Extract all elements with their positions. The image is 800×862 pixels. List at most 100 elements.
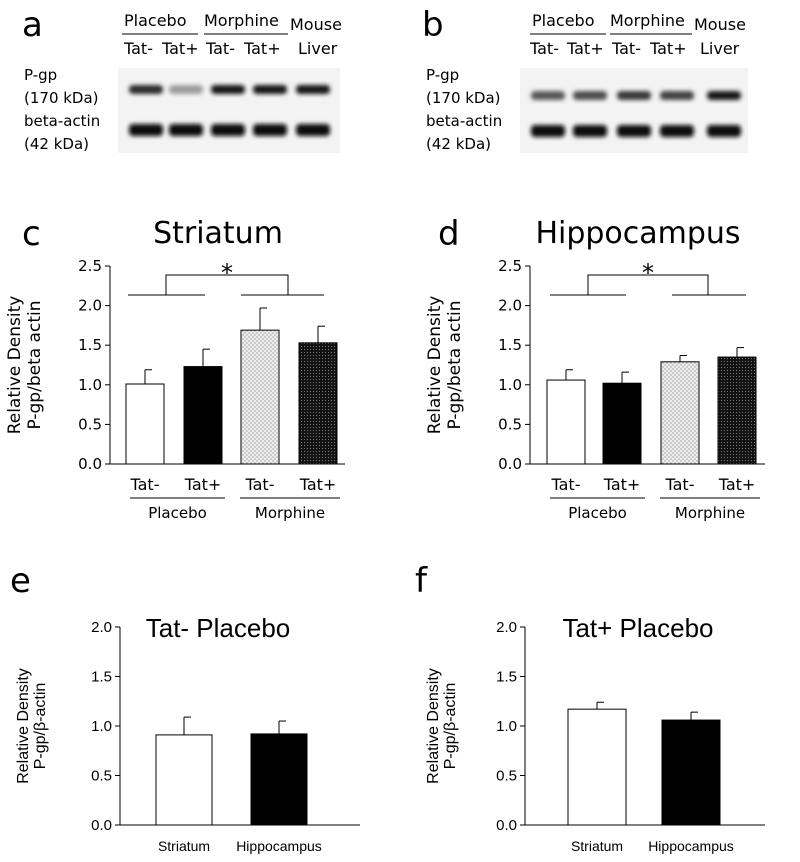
blot-band [169, 85, 203, 94]
y-tick-label: 0.5 [498, 415, 522, 433]
group-label: Morphine [675, 504, 745, 522]
y-tick-label: 0.0 [496, 817, 517, 834]
y-tick-label: 2.0 [498, 297, 522, 315]
panel-letter-c: c [22, 214, 41, 254]
x-tick-label: Striatum [571, 838, 623, 854]
x-tick-label: Tat+ [718, 475, 756, 494]
x-tick-label: Striatum [158, 838, 210, 854]
blot-band [296, 124, 330, 136]
panel-letter-e: e [10, 561, 31, 601]
blot-band [617, 91, 651, 100]
bar [717, 356, 757, 465]
bar [567, 708, 627, 826]
x-tick-label: Tat+ [603, 475, 641, 494]
y-tick-label: 1.5 [78, 336, 102, 354]
blot-band [573, 125, 607, 137]
blot-membrane [520, 68, 748, 153]
blot-lane-label: Tat- [205, 39, 235, 58]
significance-bracket [128, 274, 324, 296]
chart-striatum: Striatum Relative Density P-gp/beta actin 0… [5, 216, 345, 522]
blot-band [211, 85, 245, 94]
blot-lane-label: Tat+ [649, 39, 687, 58]
y-tick-label: 2.0 [496, 619, 517, 636]
chart-title: Tat- Placebo [146, 613, 291, 643]
significance-bracket [550, 274, 746, 296]
y-tick-label: 2.0 [78, 297, 102, 315]
blot-band-label: P-gp [24, 66, 57, 84]
bar [661, 719, 721, 826]
x-tick-label: Hippocampus [648, 838, 734, 854]
y-tick-label: 1.0 [498, 376, 522, 394]
y-tick-label: 0.0 [91, 817, 112, 834]
bar [602, 382, 642, 465]
blot-band [253, 85, 287, 94]
y-tick-label: 1.5 [496, 669, 517, 686]
x-tick-label: Tat- [551, 475, 581, 494]
y-tick-label: 0.5 [496, 768, 517, 785]
blot-band [707, 125, 741, 137]
blot-group-label-morphine: Morphine [610, 11, 685, 30]
blot-membrane [118, 68, 340, 153]
panel-letter-a: a [22, 5, 43, 45]
significance-star: * [642, 259, 654, 287]
y-tick-label: 2.5 [498, 257, 522, 275]
y-tick-label: 2.5 [78, 257, 102, 275]
y-tick-label: 0.0 [498, 455, 522, 473]
blot-band-label: (170 kDa) [24, 89, 99, 107]
blot-band [211, 124, 245, 136]
x-tick-label: Tat+ [184, 475, 222, 494]
blot-band [660, 91, 694, 100]
x-tick-label: Tat- [665, 475, 695, 494]
chart-hippocampus: Hippocampus Relative Density P-gp/beta act… [425, 216, 765, 522]
blot-band [707, 91, 741, 100]
blot-bands [129, 85, 330, 136]
blot-band [253, 124, 287, 136]
bar [298, 342, 338, 465]
blot-group-label-morphine: Morphine [204, 11, 279, 30]
blot-lane-label-mouse: Mouse [290, 15, 342, 34]
blot-band [660, 125, 694, 137]
y-axis-label: P-gp/β-actin [442, 683, 459, 770]
bar [546, 379, 586, 465]
blot-group-label-placebo: Placebo [124, 11, 186, 30]
panel-letter-f: f [415, 561, 428, 601]
blot-lane-label: Tat+ [566, 39, 604, 58]
chart-tat-minus-placebo: Tat- Placebo Relative Density P-gp/β-actin… [15, 613, 360, 854]
blot-band-label: beta-actin [24, 112, 100, 130]
blot-band [531, 91, 565, 100]
blot-band [573, 91, 607, 100]
panel-letter-d: d [438, 214, 460, 254]
blot-band-label: P-gp [426, 66, 459, 84]
blot-lane-label: Tat+ [243, 39, 281, 58]
y-axis-label: Relative Density [425, 668, 442, 784]
blot-lane-label: Tat+ [161, 39, 199, 58]
x-tick-label: Hippocampus [236, 838, 322, 854]
chart-title: Striatum [153, 216, 283, 251]
blot-bands [531, 91, 741, 137]
y-axis-label: Relative Density [15, 668, 32, 784]
bar [155, 734, 213, 826]
x-tick-label: Tat- [130, 475, 160, 494]
blot-band [129, 124, 163, 136]
y-tick-label: 1.5 [91, 669, 112, 686]
blot-band-label: beta-actin [426, 112, 502, 130]
blot-band-label: (42 kDa) [24, 135, 89, 153]
y-axis-label: P-gp/β-actin [32, 683, 49, 770]
blot-lane-label-liver: Liver [298, 39, 338, 58]
blot-band [617, 125, 651, 137]
blot-band-label: (42 kDa) [426, 135, 491, 153]
x-tick-label: Tat- [245, 475, 275, 494]
bar [183, 366, 223, 465]
bar [240, 329, 280, 465]
y-tick-label: 2.0 [91, 619, 112, 636]
y-tick-label: 1.5 [498, 336, 522, 354]
bar [125, 383, 165, 465]
chart-title: Hippocampus [535, 216, 740, 251]
blot-lane-label: Tat- [529, 39, 559, 58]
y-axis-label: Relative Density [5, 296, 25, 435]
y-tick-label: 0.0 [78, 455, 102, 473]
y-tick-label: 0.5 [78, 415, 102, 433]
blot-band [129, 85, 163, 94]
blot-band [169, 124, 203, 136]
